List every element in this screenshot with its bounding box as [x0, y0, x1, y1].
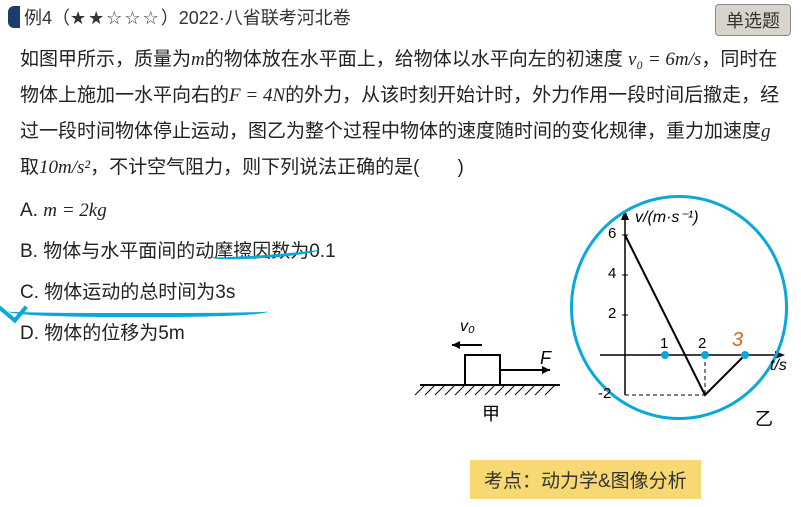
v0-label: v₀ — [460, 318, 475, 336]
g-val: 10m/s² — [39, 157, 90, 178]
annotation-underline-icon — [8, 303, 268, 317]
yi-label: 乙 — [755, 405, 773, 431]
var-m: m — [191, 49, 205, 70]
x-axis-label: t/s — [770, 357, 787, 375]
q-text: 取 — [20, 157, 39, 178]
option-c-text: 物体运动的总时间为3s — [44, 282, 235, 303]
option-d-text: 物体的位移为5m — [44, 323, 184, 344]
v0-eq: v₀ = 6m/s — [628, 49, 701, 70]
q-text: ，不计空气阻力，则下列说法正确的是( ) — [90, 157, 464, 178]
topic-tag: 考点：动力学&图像分析 — [470, 460, 701, 499]
var-g: g — [761, 121, 771, 142]
annot-3: 3 — [732, 329, 743, 352]
ytick-neg2: -2 — [598, 385, 611, 402]
stars-empty: ☆☆☆ — [106, 8, 160, 28]
jia-label: 甲 — [482, 400, 500, 426]
xtick-2: 2 — [698, 335, 706, 352]
q-text: 如图甲所示，质量为 — [20, 49, 191, 70]
q-text: 的物体放在水平面上，给物体以水平向左的初速度 — [205, 49, 623, 70]
option-prefix: C. — [20, 282, 44, 303]
ytick-2: 2 — [608, 305, 616, 322]
header-bullet — [8, 6, 20, 28]
question-type-badge: 单选题 — [715, 4, 791, 36]
example-label: 例4 — [24, 4, 52, 30]
option-prefix: A. — [20, 200, 43, 221]
xtick-1: 1 — [660, 335, 668, 352]
F-label: F — [540, 348, 551, 369]
header: 例4 （★★☆☆☆） 2022·八省联考河北卷 — [0, 0, 801, 34]
ytick-6: 6 — [608, 225, 616, 242]
diagram-jia: v₀ F 甲 — [410, 300, 570, 430]
ytick-4: 4 — [608, 265, 616, 282]
graph-yi: v/(m·s⁻¹) t/s 6 4 2 -2 1 2 3 乙 — [580, 195, 795, 435]
option-a-text: m = 2kg — [43, 200, 106, 221]
exam-source: 2022·八省联考河北卷 — [179, 4, 351, 30]
stars-filled: ★★ — [70, 8, 106, 28]
option-prefix: D. — [20, 323, 44, 344]
difficulty-stars: （★★☆☆☆） — [52, 4, 179, 30]
option-prefix: B. — [20, 241, 43, 262]
question-body: 如图甲所示，质量为m的物体放在水平面上，给物体以水平向左的初速度 v₀ = 6m… — [0, 34, 801, 186]
F-eq: F = 4N — [229, 85, 285, 106]
y-axis-label: v/(m·s⁻¹) — [635, 207, 699, 227]
